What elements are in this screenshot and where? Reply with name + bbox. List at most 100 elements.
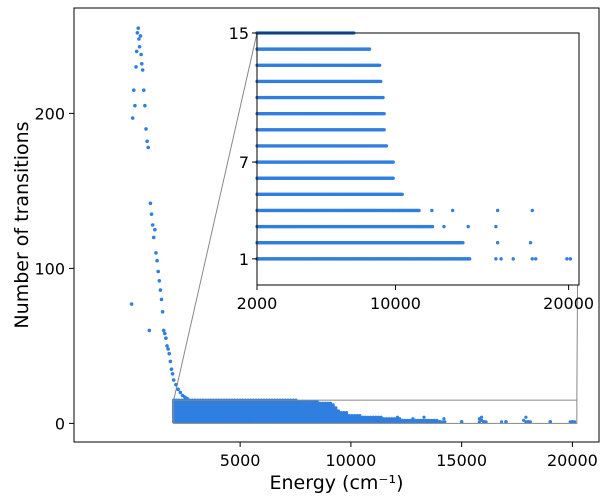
- scatter-point: [137, 44, 142, 49]
- inset-point: [442, 224, 446, 229]
- scatter-point: [479, 415, 484, 419]
- inset-point: [530, 208, 534, 213]
- inset-point: [381, 95, 385, 100]
- inset-point: [494, 257, 498, 261]
- scatter-point: [427, 418, 431, 422]
- inset-point: [450, 208, 455, 213]
- scatter-point: [435, 418, 439, 422]
- scatter-point: [432, 418, 436, 422]
- y-tick-label: 100: [34, 259, 65, 278]
- scatter-point: [371, 415, 375, 419]
- scatter-point: [437, 420, 442, 424]
- scatter-point: [339, 410, 343, 415]
- scatter-point: [129, 302, 134, 306]
- scatter-point: [153, 227, 157, 232]
- scatter-point: [302, 400, 306, 404]
- scatter-point: [522, 418, 526, 422]
- inset-point: [382, 128, 386, 132]
- scatter-point: [424, 418, 428, 422]
- inset-point: [384, 144, 389, 148]
- scatter-point: [548, 420, 553, 424]
- scatter-point: [151, 235, 156, 240]
- scatter-point: [429, 418, 434, 422]
- scatter-point: [355, 414, 359, 418]
- scatter-point: [299, 400, 303, 404]
- scatter-point: [297, 400, 301, 404]
- scatter-point: [143, 103, 147, 108]
- scatter-point: [138, 34, 143, 38]
- x-tick-label: 10000: [325, 451, 376, 470]
- scatter-point: [392, 417, 396, 421]
- scatter-point: [155, 258, 159, 263]
- scatter-point: [323, 401, 327, 405]
- scatter-point: [413, 418, 418, 422]
- scatter-point: [395, 415, 400, 419]
- scatter-point: [130, 116, 135, 120]
- scatter-point: [178, 390, 183, 395]
- inset-point: [528, 241, 533, 245]
- inset-point: [530, 257, 534, 261]
- inset-point: [467, 257, 472, 261]
- scatter-point: [484, 420, 488, 424]
- scatter-point: [134, 65, 138, 69]
- inset-point: [495, 208, 500, 213]
- scatter-point: [419, 418, 423, 422]
- zoom-region-box: [173, 399, 578, 424]
- scatter-point: [136, 26, 141, 30]
- scatter-point: [477, 417, 481, 421]
- scatter-point: [145, 139, 149, 144]
- inset-point: [494, 224, 498, 229]
- scatter-point: [320, 401, 325, 405]
- main-scatter-points: [129, 26, 577, 424]
- scatter-point: [144, 127, 148, 131]
- scatter-point: [307, 400, 311, 404]
- scatter-point: [174, 382, 178, 387]
- scatter-point: [568, 420, 572, 424]
- inset-point: [391, 160, 395, 164]
- inset-point: [391, 176, 395, 180]
- inset-x-tick-label: 20000: [543, 294, 594, 313]
- scatter-point: [443, 420, 447, 424]
- inset-x-tick-label: 2000: [237, 294, 278, 313]
- scatter-point: [176, 387, 180, 392]
- scatter-point: [165, 344, 169, 348]
- scatter-point: [347, 414, 351, 418]
- scatter-point: [171, 378, 176, 382]
- scatter-point: [170, 372, 175, 376]
- scatter-point: [390, 417, 394, 421]
- scatter-point: [139, 62, 144, 66]
- scatter-point: [336, 409, 341, 413]
- scatter-point: [400, 418, 404, 422]
- scatter-point: [379, 415, 383, 419]
- scatter-point: [366, 415, 370, 419]
- scatter-point: [312, 400, 317, 404]
- zoom-connector-left: [173, 32, 258, 401]
- inset-point: [495, 241, 500, 245]
- scatter-point: [160, 310, 165, 314]
- scatter-point: [376, 415, 380, 419]
- inset-point: [382, 111, 386, 116]
- scatter-point: [163, 331, 167, 336]
- scatter-point: [416, 418, 420, 422]
- inset-plot-frame: [256, 32, 580, 286]
- scatter-point: [344, 410, 349, 415]
- scatter-point: [132, 88, 136, 92]
- scatter-point: [168, 359, 173, 364]
- inset-point: [461, 241, 465, 245]
- inset-point: [499, 257, 503, 261]
- scatter-point: [422, 415, 426, 419]
- inset-y-tick-label: 15: [229, 24, 249, 43]
- y-axis-label: Number of transitions: [11, 121, 33, 328]
- inset-point: [565, 257, 569, 261]
- scatter-point: [133, 103, 137, 108]
- inset-y-tick-label: 7: [239, 153, 249, 172]
- scatter-point: [524, 415, 528, 419]
- scatter-point: [156, 269, 160, 274]
- x-tick-label: 15000: [436, 451, 487, 470]
- scatter-point: [524, 420, 528, 424]
- x-axis-label: Energy (cm⁻¹): [270, 472, 404, 494]
- scatter-point: [149, 212, 154, 216]
- inset-point: [430, 208, 434, 213]
- scatter-point: [477, 420, 481, 424]
